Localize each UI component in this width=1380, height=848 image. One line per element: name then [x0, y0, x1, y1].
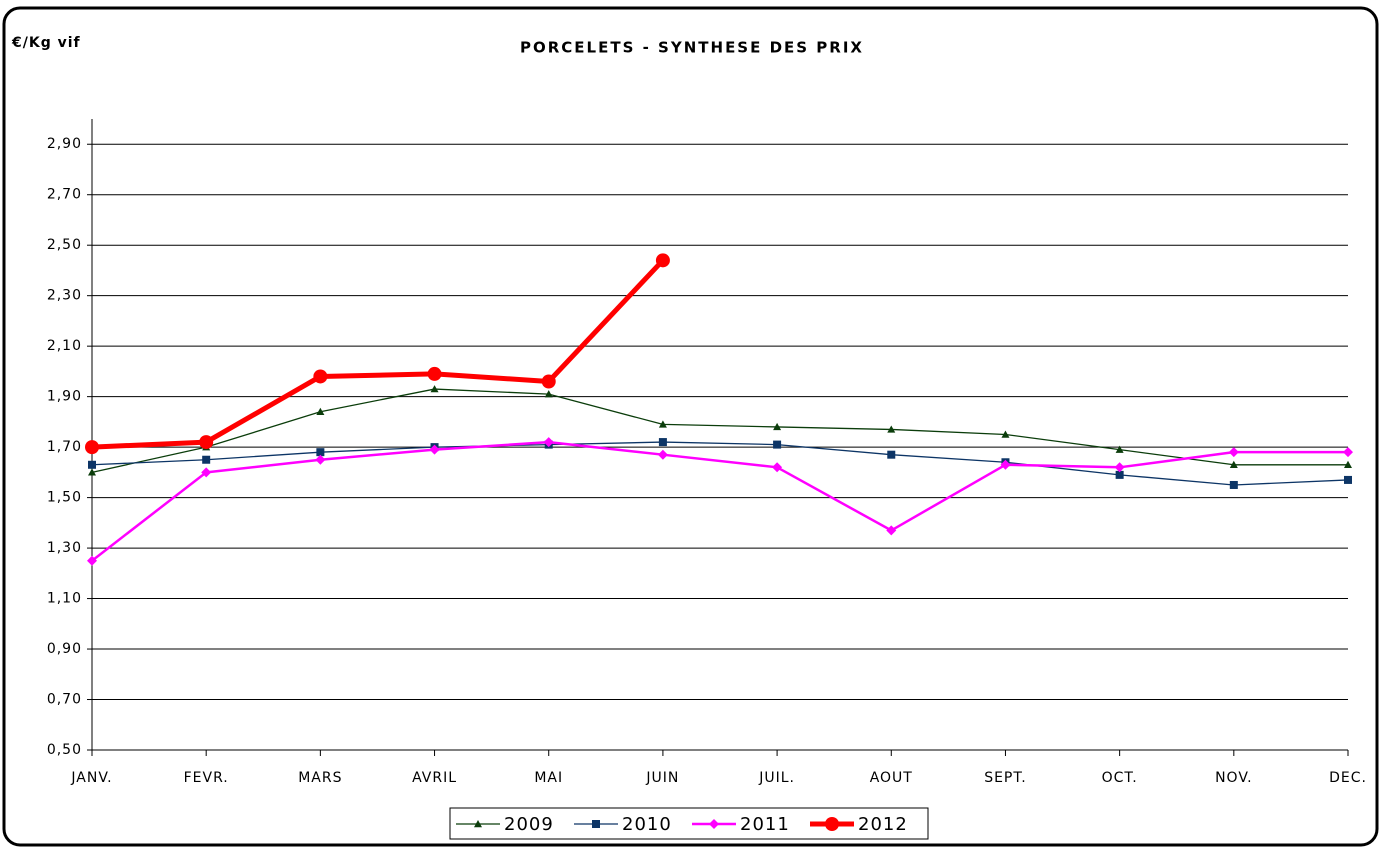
- y-tick-label: 0,50: [47, 742, 82, 758]
- marker: [655, 253, 670, 268]
- marker: [1229, 480, 1238, 489]
- marker: [773, 422, 782, 431]
- series-line: [91, 388, 1348, 473]
- x-tick-label: JUIL.: [758, 770, 795, 786]
- y-tick-label: 1,50: [47, 490, 82, 506]
- marker: [85, 440, 99, 455]
- marker: [1001, 430, 1010, 438]
- marker: [887, 425, 896, 433]
- x-tick-label: NOV.: [1215, 770, 1252, 786]
- marker: [772, 462, 783, 473]
- marker: [1115, 445, 1124, 453]
- x-tick-label: AVRIL: [412, 770, 457, 786]
- x-tick-label: DEC.: [1329, 770, 1367, 786]
- marker: [1115, 470, 1124, 479]
- y-tick-label: 1,90: [47, 389, 82, 405]
- y-tick-label: 1,70: [47, 439, 82, 455]
- marker: [1344, 475, 1352, 484]
- y-tick-label: 0,90: [47, 641, 82, 657]
- y-tick-label: 1,10: [47, 591, 82, 607]
- marker: [316, 407, 325, 415]
- marker: [1344, 460, 1352, 468]
- marker: [1114, 462, 1125, 473]
- legend-label: 2009: [504, 814, 554, 835]
- series-line: [91, 440, 1348, 562]
- marker: [429, 444, 440, 455]
- marker: [199, 435, 214, 450]
- marker: [657, 449, 668, 460]
- y-tick-label: 2,70: [47, 187, 82, 203]
- series-line: [91, 441, 1349, 486]
- legend-marker: [825, 817, 839, 831]
- marker: [1228, 447, 1239, 458]
- marker: [1229, 460, 1238, 468]
- marker: [87, 555, 97, 566]
- marker: [543, 437, 554, 448]
- marker: [887, 450, 896, 459]
- marker: [541, 374, 556, 389]
- y-tick-label: 0,70: [47, 692, 82, 708]
- y-tick-label: 2,10: [47, 338, 82, 354]
- marker: [1000, 459, 1011, 470]
- y-tick-label: 2,50: [47, 237, 82, 253]
- y-tick-label: 2,30: [47, 288, 82, 304]
- legend-label: 2012: [858, 814, 908, 835]
- marker: [658, 438, 667, 447]
- x-tick-label: MAI: [534, 770, 563, 786]
- y-axis-label: €/Kg vif: [11, 35, 81, 51]
- chart-frame: [2, 6, 1379, 847]
- x-tick-label: SEPT.: [984, 770, 1027, 786]
- series-line: [91, 258, 665, 450]
- marker: [430, 385, 439, 393]
- x-tick-label: FEVR.: [184, 770, 229, 786]
- x-tick-label: AOUT: [870, 770, 913, 786]
- marker: [773, 440, 782, 449]
- legend-label: 2011: [740, 814, 790, 835]
- legend-marker: [709, 819, 719, 829]
- y-tick-label: 2,90: [47, 136, 82, 152]
- x-tick-label: OCT.: [1102, 770, 1138, 786]
- legend-marker: [592, 820, 600, 828]
- x-tick-label: JANV.: [70, 770, 112, 786]
- marker: [88, 460, 96, 469]
- marker: [313, 369, 328, 384]
- marker: [427, 366, 442, 381]
- legend-label: 2010: [622, 814, 672, 835]
- marker: [886, 525, 897, 536]
- marker: [88, 468, 96, 476]
- x-tick-label: MARS: [298, 770, 342, 786]
- x-tick-label: JUIN: [645, 770, 679, 786]
- marker: [316, 448, 325, 457]
- marker: [658, 420, 667, 428]
- marker: [202, 455, 211, 464]
- marker: [1343, 447, 1353, 458]
- marker: [315, 454, 326, 465]
- marker: [201, 467, 212, 478]
- marker: [544, 390, 553, 398]
- y-tick-label: 1,30: [47, 540, 82, 556]
- chart-title: PORCELETS - SYNTHESE DES PRIX: [520, 39, 864, 57]
- legend-marker: [474, 820, 482, 828]
